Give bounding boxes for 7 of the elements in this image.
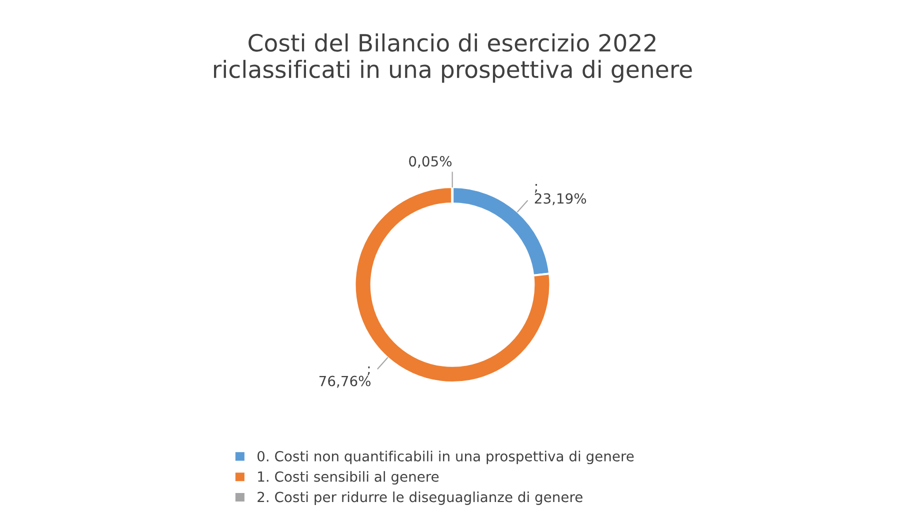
legend-label: 2. Costi per ridurre le diseguaglianze di genere [258, 492, 582, 505]
legend-label: 1. Costi sensibili al genere [258, 471, 439, 485]
legend-label: 0. Costi non quantificabili in una prospettiva di genere [258, 450, 634, 464]
data-label: 0,05% [409, 156, 452, 168]
data-label: ; 23,19% [534, 184, 586, 206]
chart-title: Costi del Bilancio di esercizio 2022 riclassificati in una prospettiva di genere [214, 33, 692, 83]
data-label: ; 76,76% [319, 366, 371, 388]
